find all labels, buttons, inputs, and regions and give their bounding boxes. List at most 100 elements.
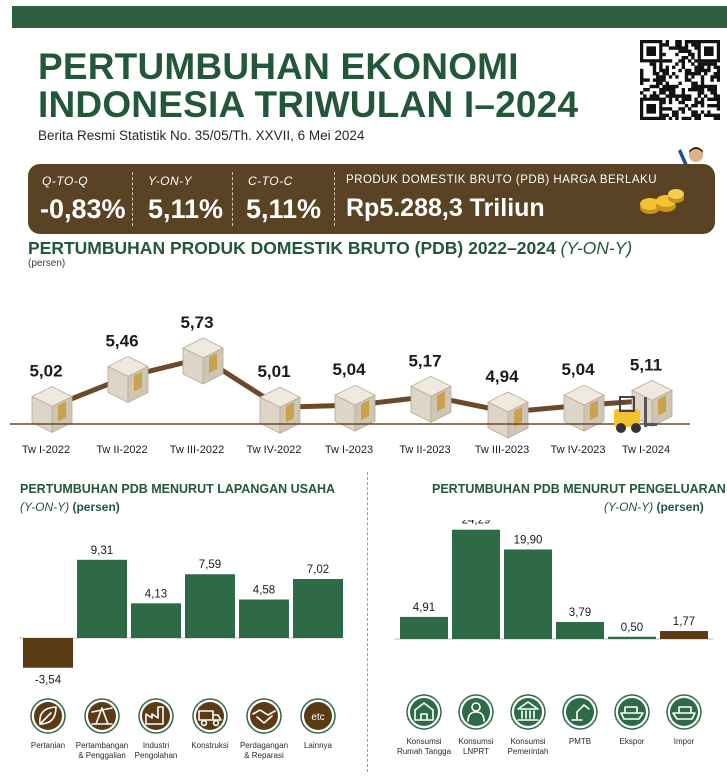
qtoq-value: -0,83%	[40, 194, 126, 224]
yony-value: 5,11%	[148, 194, 224, 224]
data-label: 4,13	[145, 588, 167, 600]
headline-panel: Q-TO-Q -0,83% Y-ON-Y 5,11% C-TO-C 5,11% …	[28, 164, 715, 234]
page-title: PERTUMBUHAN EKONOMI INDONESIA TRIWULAN I…	[38, 48, 638, 124]
bar	[131, 603, 181, 638]
category-label: Pemerintah	[508, 747, 549, 756]
category-label: Industri	[143, 741, 169, 750]
bar	[452, 529, 500, 639]
box-icon	[410, 375, 452, 423]
gdp-line-chart: 5,02 5,46 5,73 5,01 5,04 5,17 4,94 5,04 5,11 Tw I…	[10, 313, 690, 456]
line-chart-unit: (persen)	[28, 258, 66, 269]
category-label: Ekspor	[620, 737, 645, 746]
bar	[185, 574, 235, 638]
headline-divider	[232, 172, 233, 226]
sector-chart-subtitle: (Y-ON-Y) (persen)	[20, 500, 120, 514]
sector-chart-subtitle-unit: (persen)	[72, 500, 120, 514]
ctoc-cell: C-TO-C 5,11%	[232, 164, 332, 234]
sector-bar-chart: -3,54 Pertanian 9,31 Pertambangan& Penggali…	[18, 545, 343, 760]
tick-label: Tw III-2022	[170, 444, 224, 456]
yony-label: Y-ON-Y	[148, 174, 193, 188]
box-icon	[31, 386, 73, 434]
page-subtitle: Berita Resmi Statistik No. 35/05/Th. XXV…	[38, 128, 365, 143]
data-label: 7,59	[199, 559, 221, 571]
tick-label: Tw III-2023	[475, 444, 529, 456]
data-label: 9,31	[91, 545, 113, 557]
coins-icon	[640, 189, 684, 214]
data-label: 5,02	[29, 362, 62, 381]
pdb-label: PRODUK DOMESTIK BRUTO (PDB) HARGA BERLAK…	[346, 174, 658, 186]
data-label: 5,11	[630, 355, 662, 374]
data-label: 5,04	[561, 360, 595, 379]
import-ship-icon	[666, 694, 702, 730]
tick-label: Tw IV-2023	[550, 444, 605, 456]
person-icon	[458, 694, 494, 730]
data-label: 0,50	[621, 622, 643, 634]
category-label: Pertambangan	[76, 741, 128, 750]
truck-icon	[192, 698, 228, 734]
category-label: Konstruksi	[191, 741, 229, 750]
data-label: 5,17	[408, 351, 441, 370]
data-label: 4,58	[253, 585, 275, 597]
category-label: & Penggalian	[78, 751, 126, 760]
title-line-2: INDONESIA TRIWULAN I–2024	[38, 84, 579, 125]
yony-cell: Y-ON-Y 5,11%	[132, 164, 232, 234]
data-label: 5,04	[332, 360, 366, 379]
leaf-icon	[30, 698, 66, 734]
bar	[504, 549, 552, 639]
data-label: 5,01	[257, 362, 290, 381]
qtoq-label: Q-TO-Q	[42, 174, 89, 188]
category-label: Lainnya	[304, 741, 333, 750]
line-chart-title: PERTUMBUHAN PRODUK DOMESTIK BRUTO (PDB) …	[28, 238, 632, 259]
bar	[23, 638, 73, 668]
qr-code-icon[interactable]	[640, 40, 720, 120]
bar	[239, 599, 289, 638]
category-label: & Reparasi	[244, 751, 284, 760]
headline-divider	[132, 172, 133, 226]
box-icon	[563, 384, 605, 432]
sector-chart-title: PERTUMBUHAN PDB MENURUT LAPANGAN USAHA	[20, 482, 336, 496]
box-icon	[182, 337, 224, 385]
data-label: 4,94	[485, 367, 519, 386]
bar	[660, 631, 708, 639]
data-label: 19,90	[514, 534, 543, 546]
box-icon	[334, 384, 376, 432]
data-label: 1,77	[673, 616, 695, 628]
ctoc-label: C-TO-C	[248, 174, 293, 188]
bar	[556, 621, 604, 639]
export-ship-icon	[614, 694, 650, 730]
category-label: LNPRT	[463, 747, 489, 756]
bar	[400, 616, 448, 639]
data-label: 3,79	[569, 607, 591, 619]
household-icon	[406, 694, 442, 730]
tick-label: Tw II-2023	[399, 444, 450, 456]
tick-label: Tw I-2024	[622, 444, 670, 456]
data-label: 7,02	[307, 564, 329, 576]
etc-icon: etc	[300, 698, 336, 734]
category-label: Rumah Tangga	[397, 747, 452, 756]
box-icon	[487, 391, 529, 439]
category-label: Pengolahan	[135, 751, 178, 760]
line-chart-title-suffix: (Y-ON-Y)	[560, 238, 633, 258]
bar	[293, 579, 343, 638]
data-label: 4,91	[413, 602, 435, 614]
box-icon	[107, 356, 149, 404]
category-label: PMTB	[569, 737, 591, 746]
ctoc-value: 5,11%	[246, 194, 322, 224]
government-building-icon	[510, 694, 546, 730]
panel-divider	[367, 472, 368, 772]
bar	[608, 636, 656, 639]
qtoq-cell: Q-TO-Q -0,83%	[28, 164, 132, 234]
category-label: Konsumsi	[458, 737, 493, 746]
sector-chart-subtitle-italic: (Y-ON-Y)	[20, 500, 70, 514]
category-label: Perdagangan	[240, 741, 288, 750]
forklift-icon	[614, 396, 657, 433]
pdb-value: Rp5.288,3 Triliun	[346, 194, 545, 222]
mining-icon	[84, 698, 120, 734]
tick-label: Tw I-2023	[325, 444, 373, 456]
expenditure-chart-subtitle-italic: (Y-ON-Y)	[604, 500, 654, 514]
tick-label: Tw IV-2022	[246, 444, 301, 456]
data-label: 5,73	[180, 313, 213, 332]
data-label: 5,46	[105, 331, 138, 350]
expenditure-chart-subtitle-unit: (persen)	[656, 500, 704, 514]
